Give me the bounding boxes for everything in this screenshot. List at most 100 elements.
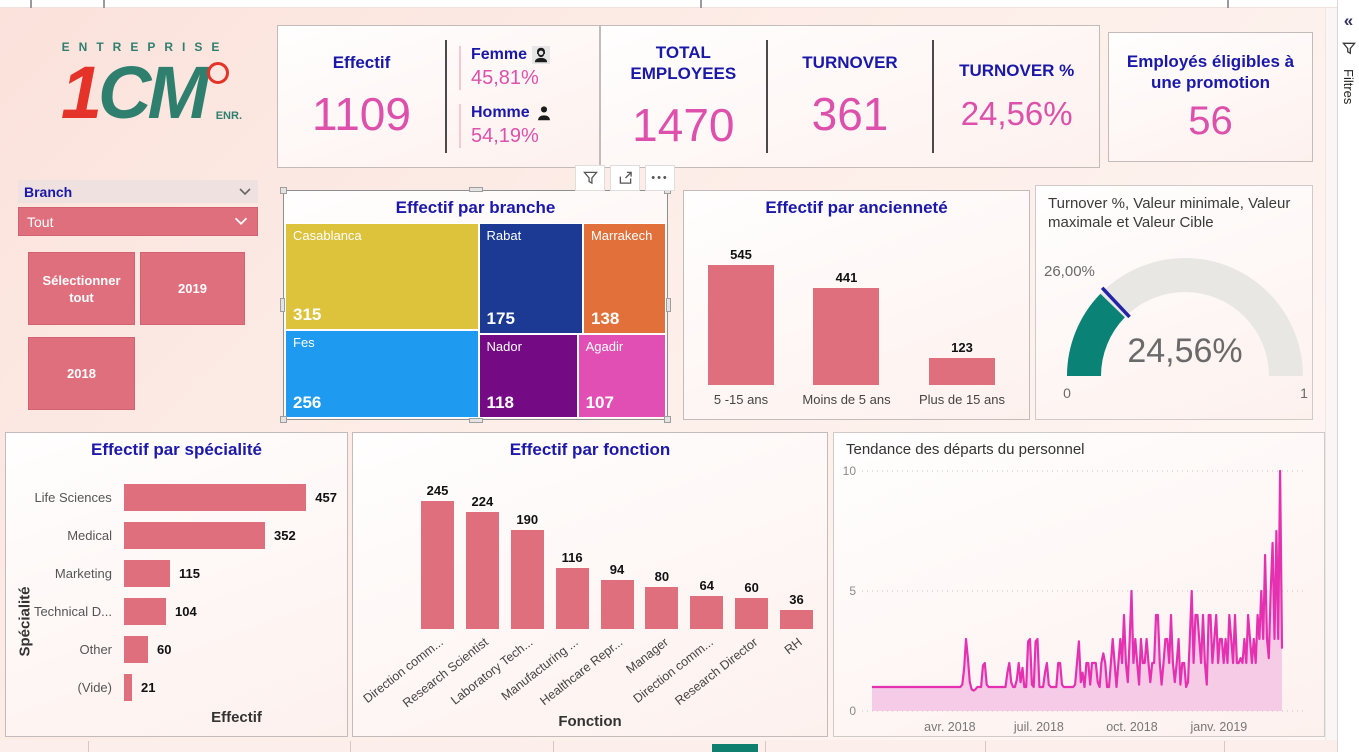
treemap-cell[interactable]: Nador 118	[478, 334, 578, 418]
svg-text:24,56%: 24,56%	[1127, 332, 1242, 370]
report-canvas: ENTREPRISE 1CM ENR. Effectif 1109 Femme	[0, 8, 1337, 740]
bar[interactable]	[780, 610, 813, 629]
filter-funnel-icon[interactable]	[575, 165, 605, 191]
bar[interactable]	[600, 580, 634, 629]
strip-tick	[765, 741, 766, 752]
more-options-icon[interactable]: •••	[645, 165, 675, 191]
company-logo: ENTREPRISE 1CM ENR.	[30, 18, 260, 178]
bar-row[interactable]: Marketing 115	[16, 559, 337, 588]
bar-row[interactable]: (Vide) 21	[16, 673, 337, 702]
filter-funnel-icon[interactable]	[1341, 42, 1356, 55]
kpi-promotion-value: 56	[1188, 98, 1233, 143]
line-plot: 0 5 10 avr. 2018 juil. 2018 oct. 2018 janv. 20…	[843, 464, 1304, 734]
treemap-cell[interactable]: Fes 256	[285, 330, 479, 418]
bar[interactable]	[928, 358, 995, 385]
branch-slicer-label: Branch	[24, 183, 73, 200]
bar[interactable]	[735, 598, 769, 629]
filters-pane-label: Filtres	[1341, 69, 1356, 105]
svg-text:10: 10	[843, 464, 857, 478]
bar-row[interactable]: Medical 352	[16, 521, 337, 550]
kpi-total-value: 1470	[632, 98, 735, 151]
bar-row[interactable]: Technical D... 104	[16, 597, 337, 626]
treemap-cell[interactable]: Casablanca 315	[285, 223, 479, 331]
expand-pane-icon[interactable]: «	[1343, 11, 1354, 30]
svg-text:0: 0	[849, 704, 856, 718]
branch-dropdown[interactable]: Tout	[18, 207, 258, 236]
year-2018-button[interactable]: 2018	[28, 337, 135, 410]
chevron-down-icon	[234, 217, 248, 225]
bar[interactable]	[465, 512, 499, 629]
svg-text:avr. 2018: avr. 2018	[924, 720, 975, 734]
horizontal-scrollbar-thumb[interactable]	[712, 744, 758, 752]
kpi-turnover-title: TURNOVER	[802, 53, 898, 72]
svg-text:oct. 2018: oct. 2018	[1106, 720, 1157, 734]
category-label: Plus de 15 ans	[918, 392, 1005, 407]
visual-effectif-par-fonction[interactable]: Effectif par fonction Effectif 245Direct…	[352, 432, 828, 737]
male-icon	[535, 104, 553, 122]
visual-effectif-par-anciennete[interactable]: Effectif par ancienneté 545 5 -15 ans 441 M…	[683, 190, 1030, 420]
logo-circle	[207, 62, 230, 84]
bar-plot: Spécialité Life Sciences 457 Medical 352 Mar…	[16, 483, 337, 711]
chevron-down-icon[interactable]	[238, 187, 252, 197]
kpi-turnover-pct-title: TURNOVER %	[959, 61, 1075, 80]
year-select-all-button[interactable]: Sélectionner tout	[28, 252, 135, 325]
category-label: Manufacturing ...	[498, 635, 581, 704]
kpi-homme: Homme 54,19%	[459, 103, 599, 148]
treemap-cell[interactable]: Agadir 107	[577, 334, 666, 418]
x-axis-title: Effectif	[211, 709, 262, 726]
category-label: Laboratory Tech...	[448, 635, 536, 708]
visual-effectif-par-branche[interactable]: Effectif par branche Casablanca 315 Fes 256…	[280, 187, 671, 423]
selection-handle[interactable]	[468, 418, 483, 423]
selection-handle[interactable]	[664, 416, 671, 423]
chart-title: Effectif par branche	[395, 198, 556, 217]
logo-enr-text: ENR.	[215, 110, 242, 122]
category-label: Healthcare Repr...	[537, 635, 626, 709]
category-label: Moins de 5 ans	[802, 392, 891, 407]
top-toolbar-strip	[0, 0, 1359, 8]
year-2019-button[interactable]: 2019	[140, 252, 245, 325]
bar-row[interactable]: Life Sciences 457	[16, 483, 337, 512]
svg-text:janv. 2019: janv. 2019	[1189, 720, 1247, 734]
focus-mode-icon[interactable]	[610, 165, 640, 191]
kpi-card-promotion[interactable]: Employés éligibles à une promotion 56	[1108, 32, 1313, 162]
bottom-strip	[0, 740, 1337, 752]
kpi-total-title: TOTAL EMPLOYEES	[630, 42, 737, 83]
kpi-card-totals[interactable]: TOTAL EMPLOYEES 1470 TURNOVER 361 TURNOV…	[600, 25, 1100, 168]
treemap-cell[interactable]: Rabat 175	[478, 223, 583, 335]
bar[interactable]	[813, 288, 880, 385]
vertical-scrollbar[interactable]	[1325, 8, 1337, 740]
visual-effectif-par-specialite[interactable]: Effectif par spécialité Spécialité Life …	[5, 432, 348, 737]
selection-handle[interactable]	[666, 298, 671, 312]
chart-title: Effectif par spécialité	[90, 440, 262, 459]
kpi-homme-value: 54,19%	[471, 124, 539, 147]
bar[interactable]	[690, 596, 724, 629]
kpi-effectif-title: Effectif	[332, 53, 391, 72]
svg-text:26,00%: 26,00%	[1044, 263, 1095, 280]
kpi-card-effectif-gender[interactable]: Effectif 1109 Femme 45,81% Homme	[277, 25, 600, 168]
toolbar-tick	[30, 0, 32, 8]
treemap-cell[interactable]: Marrakech 138	[582, 223, 666, 335]
branch-slicer-header[interactable]: Branch	[18, 180, 258, 203]
gauge-title: Turnover %, Valeur minimale, Valeur maxi…	[1048, 195, 1291, 231]
visual-tendance-departs[interactable]: Tendance des départs du personnel 0 5 10 av…	[833, 432, 1325, 737]
selection-handle[interactable]	[280, 187, 287, 194]
bar[interactable]	[421, 501, 454, 629]
bar[interactable]	[510, 530, 544, 629]
visual-turnover-gauge[interactable]: Turnover %, Valeur minimale, Valeur maxi…	[1035, 185, 1313, 420]
logo-entreprise-text: ENTREPRISE	[61, 40, 229, 54]
selection-handle[interactable]	[280, 416, 287, 423]
bar[interactable]	[645, 587, 679, 629]
strip-tick	[350, 741, 351, 752]
bar[interactable]	[708, 265, 774, 385]
gauge-plot: 26,00% 24,56% 0 1	[1044, 258, 1308, 401]
kpi-homme-label: Homme	[471, 103, 530, 121]
svg-text:juil. 2018: juil. 2018	[1013, 720, 1064, 734]
bar[interactable]	[555, 568, 589, 629]
bar-plot: 545 5 -15 ans 441 Moins de 5 ans 123 Plus de …	[708, 235, 1005, 407]
chart-title: Effectif par ancienneté	[765, 198, 948, 217]
bar-row[interactable]: Other 60	[16, 635, 337, 664]
selection-handle[interactable]	[280, 298, 285, 312]
toolbar-tick	[700, 0, 702, 8]
selection-handle[interactable]	[468, 187, 483, 192]
